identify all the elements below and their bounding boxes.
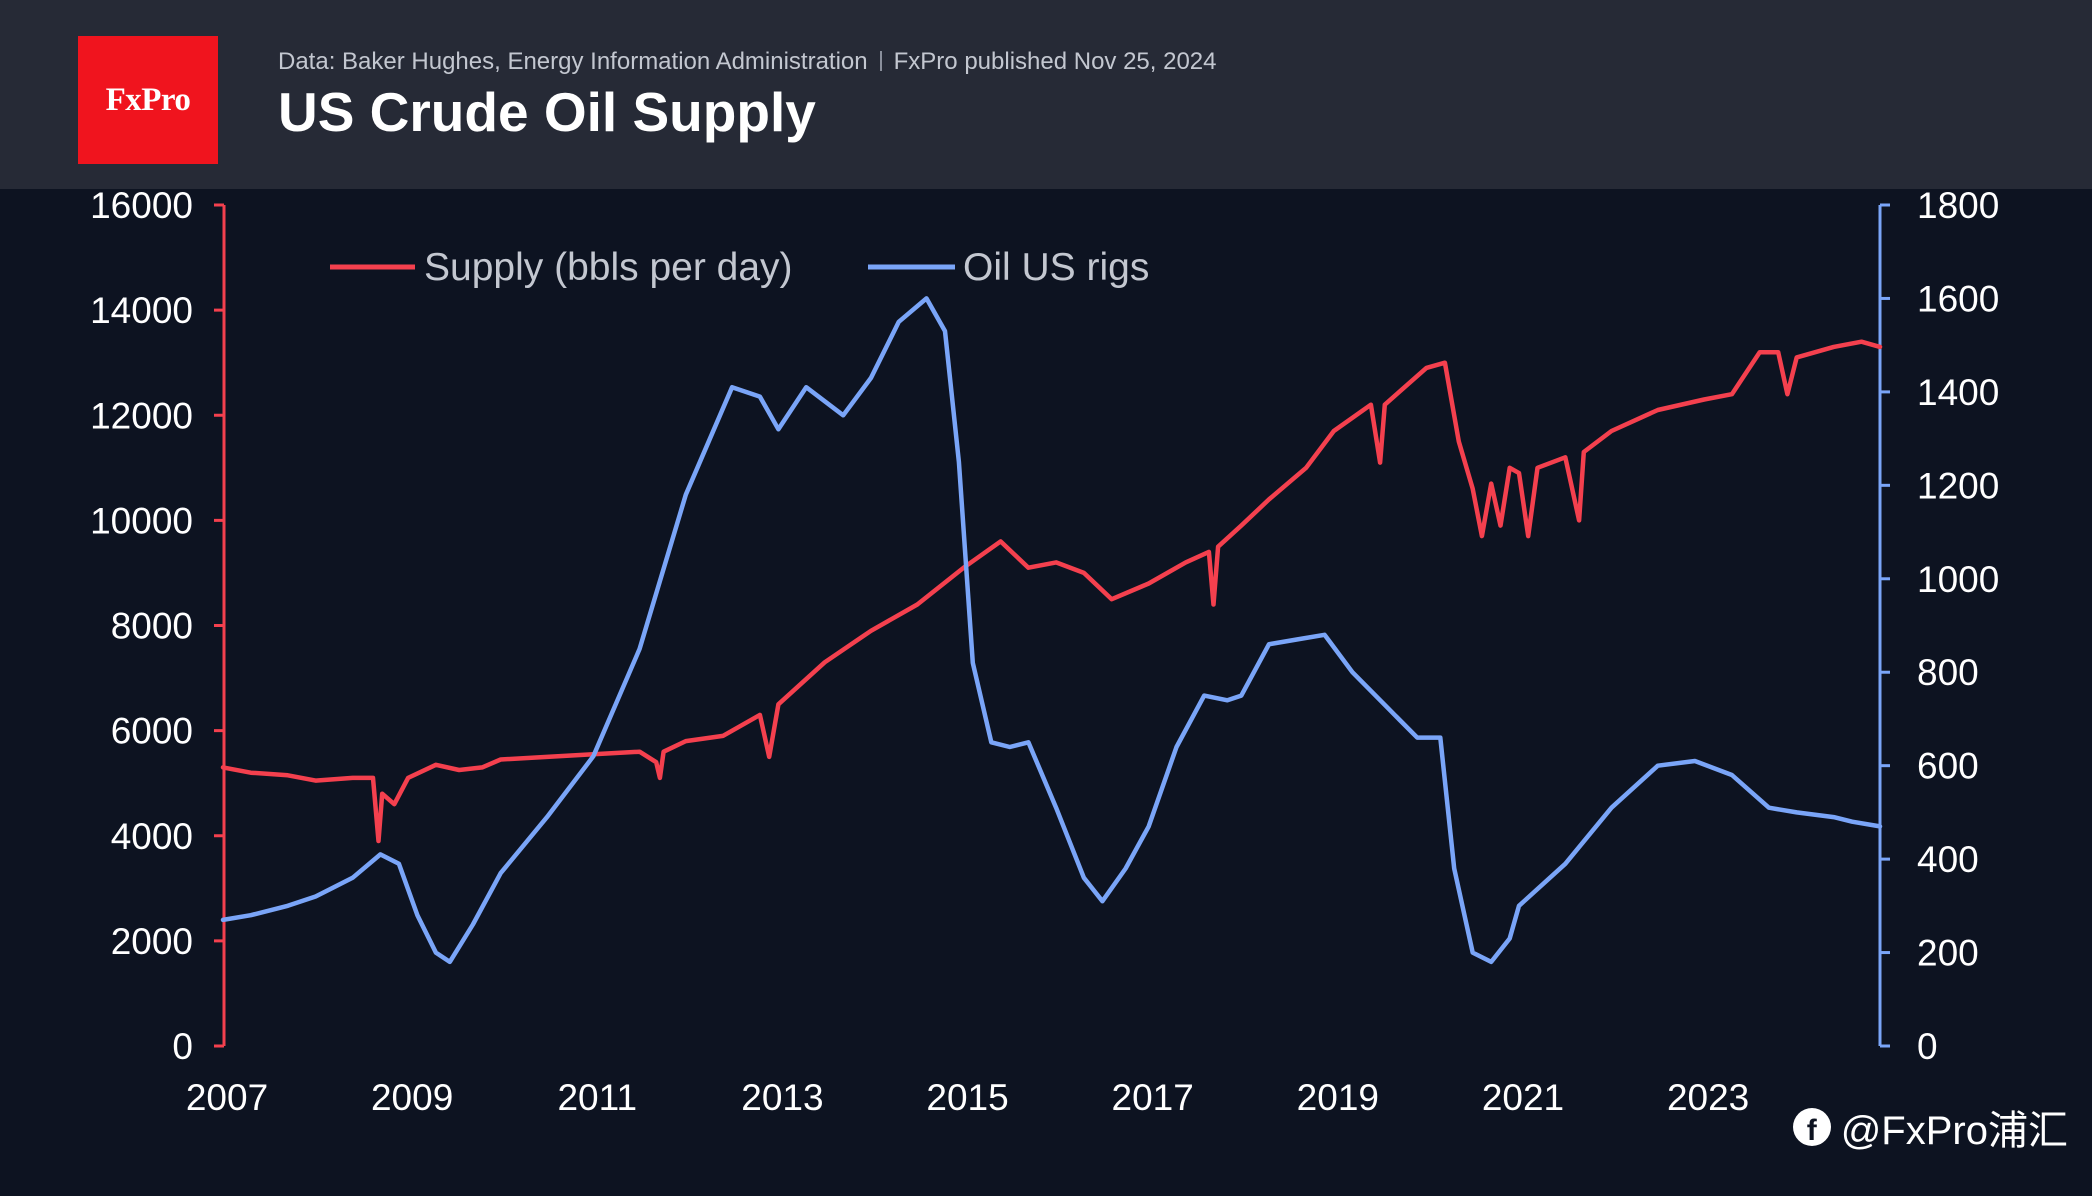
header-bar: FxPro Data: Baker Hughes, Energy Informa… (0, 0, 2092, 189)
logo-text: FxPro (105, 81, 191, 118)
right-tick-label: 200 (1917, 933, 1979, 974)
left-tick-label: 16000 (90, 185, 193, 226)
right-tick-label: 400 (1917, 839, 1979, 880)
right-tick-label: 1800 (1917, 185, 1999, 226)
chart-title: US Crude Oil Supply (278, 81, 816, 143)
x-tick-label: 2019 (1297, 1077, 1379, 1118)
rigs-series-line (220, 296, 1883, 965)
left-tick-label: 2000 (111, 921, 193, 962)
left-tick-label: 6000 (111, 711, 193, 752)
watermark-text: @FxPro浦汇 (1840, 1109, 2068, 1153)
x-tick-label: 2021 (1482, 1077, 1564, 1118)
x-tick-label: 2009 (371, 1077, 453, 1118)
x-tick-label: 2011 (557, 1077, 637, 1118)
facebook-icon: f (1792, 1108, 1831, 1146)
divider (879, 51, 882, 71)
x-tick-label: 2015 (926, 1077, 1008, 1118)
x-tick-label: 2023 (1667, 1077, 1749, 1118)
left-tick-label: 10000 (90, 500, 193, 541)
left-tick-label: 0 (172, 1026, 193, 1067)
published-text: FxPro published Nov 25, 2024 (893, 48, 1217, 75)
legend-supply-label: Supply (bbls per day) (424, 246, 793, 289)
right-tick-label: 1600 (1917, 278, 1999, 319)
x-tick-label: 2007 (186, 1077, 268, 1118)
data-source-text: Data: Baker Hughes, Energy Information A… (278, 48, 868, 75)
left-tick-label: 4000 (111, 816, 193, 857)
legend-rigs-label: Oil US rigs (963, 246, 1149, 289)
right-tick-label: 1400 (1917, 372, 1999, 413)
watermark: f @FxPro浦汇 (1792, 1098, 2068, 1156)
right-tick-label: 600 (1917, 746, 1979, 787)
x-tick-label: 2013 (741, 1077, 823, 1118)
source-line: Data: Baker Hughes, Energy Information A… (278, 48, 1217, 76)
right-tick-label: 1200 (1917, 465, 1999, 506)
supply-series-line (220, 339, 1883, 844)
right-tick-label: 800 (1917, 652, 1979, 693)
x-tick-label: 2017 (1112, 1077, 1194, 1118)
left-tick-label: 14000 (90, 290, 193, 331)
right-tick-label: 1000 (1917, 559, 1999, 600)
fxpro-logo: FxPro (78, 36, 218, 164)
right-tick-label: 0 (1917, 1026, 1938, 1067)
left-tick-label: 12000 (90, 395, 193, 436)
left-tick-label: 8000 (111, 606, 193, 647)
